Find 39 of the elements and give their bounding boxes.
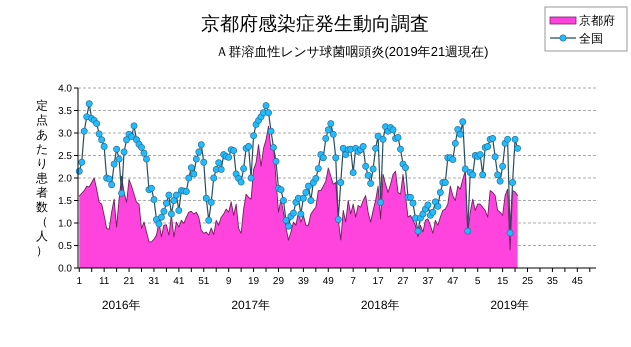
xtick: 21 — [124, 276, 135, 287]
xtick: 27 — [397, 276, 409, 287]
ytick: 1.0 — [58, 218, 72, 230]
xtick: 49 — [322, 276, 334, 287]
xtick: 35 — [546, 276, 558, 287]
xtick: 25 — [522, 276, 534, 287]
annotation: 2018年 — [360, 298, 400, 312]
ytick: 2.0 — [58, 174, 72, 184]
xtick: 29 — [272, 276, 284, 287]
xtick: 45 — [572, 276, 583, 287]
ytick: 1.5 — [58, 196, 72, 207]
ytick: 3.5 — [58, 106, 72, 117]
ytick: 2.5 — [58, 151, 72, 162]
xtick: 19 — [248, 276, 260, 287]
xtick: 11 — [98, 276, 110, 287]
xtick: 41 — [173, 276, 184, 287]
xtick: 5 — [474, 276, 480, 287]
xtick: 9 — [226, 276, 232, 287]
ylabel: 定点あたり患者数（人） — [36, 98, 48, 258]
ytick: 3.0 — [58, 128, 72, 140]
xtick: 15 — [497, 276, 508, 287]
xtick: 39 — [298, 276, 309, 287]
subtitle: Ａ群溶血性レンサ球菌咽頭炎(2019年21週現在) — [215, 44, 489, 59]
legend-label: 全国 — [579, 32, 603, 46]
ytick: 4.0 — [58, 84, 72, 94]
ytick: 0.0 — [58, 264, 72, 274]
xtick: 47 — [447, 276, 458, 287]
xtick: 31 — [148, 276, 160, 287]
xtick: 51 — [198, 276, 210, 287]
ytick: 0.5 — [58, 241, 72, 252]
annotation: 2017年 — [231, 298, 270, 312]
annotation: 2016年 — [102, 298, 141, 312]
xtick: 17 — [372, 276, 384, 287]
xtick: 1 — [76, 276, 82, 287]
legend-label: 京都府 — [579, 14, 615, 28]
xtick: 7 — [350, 276, 356, 287]
annotation: 2019年 — [490, 298, 530, 312]
title: 京都府感染症発生動向調査 — [201, 14, 429, 35]
xtick: 37 — [422, 276, 434, 287]
